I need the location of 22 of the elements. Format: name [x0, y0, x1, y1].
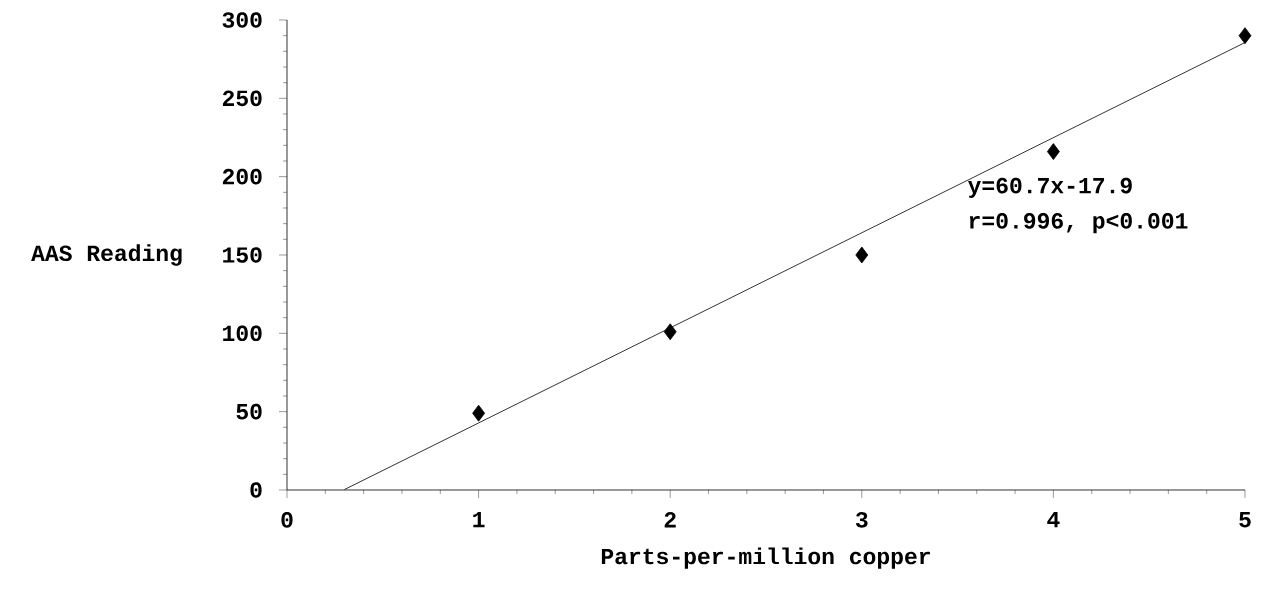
y-axis-title: AAS Reading — [31, 244, 182, 266]
x-axis-title: Parts-per-million copper — [601, 547, 930, 569]
point — [855, 246, 869, 264]
annotation: y=60.7x-17.9 — [968, 177, 1132, 198]
y-tick-label: 50 — [236, 403, 262, 420]
point — [663, 323, 677, 341]
y-tick-label: 100 — [223, 325, 262, 342]
annotation: r=0.996, p<0.001 — [969, 213, 1188, 234]
y-tick-label: 300 — [222, 12, 262, 28]
y-tick-label: 150 — [223, 247, 262, 263]
y-tick-label: 200 — [222, 168, 262, 185]
point — [1238, 27, 1252, 45]
x-tick-label: 3 — [855, 512, 868, 528]
x-tick-label: 1 — [473, 512, 485, 528]
x-tick-label: 4 — [1047, 512, 1060, 528]
y-tick-label: 0 — [250, 482, 262, 498]
point — [1047, 143, 1060, 160]
x-tick-label: 2 — [664, 512, 676, 528]
x-tick-label: 5 — [1239, 512, 1251, 528]
y-tick-label: 250 — [222, 90, 262, 107]
x-tick-label: 0 — [281, 512, 293, 528]
point — [472, 404, 485, 422]
